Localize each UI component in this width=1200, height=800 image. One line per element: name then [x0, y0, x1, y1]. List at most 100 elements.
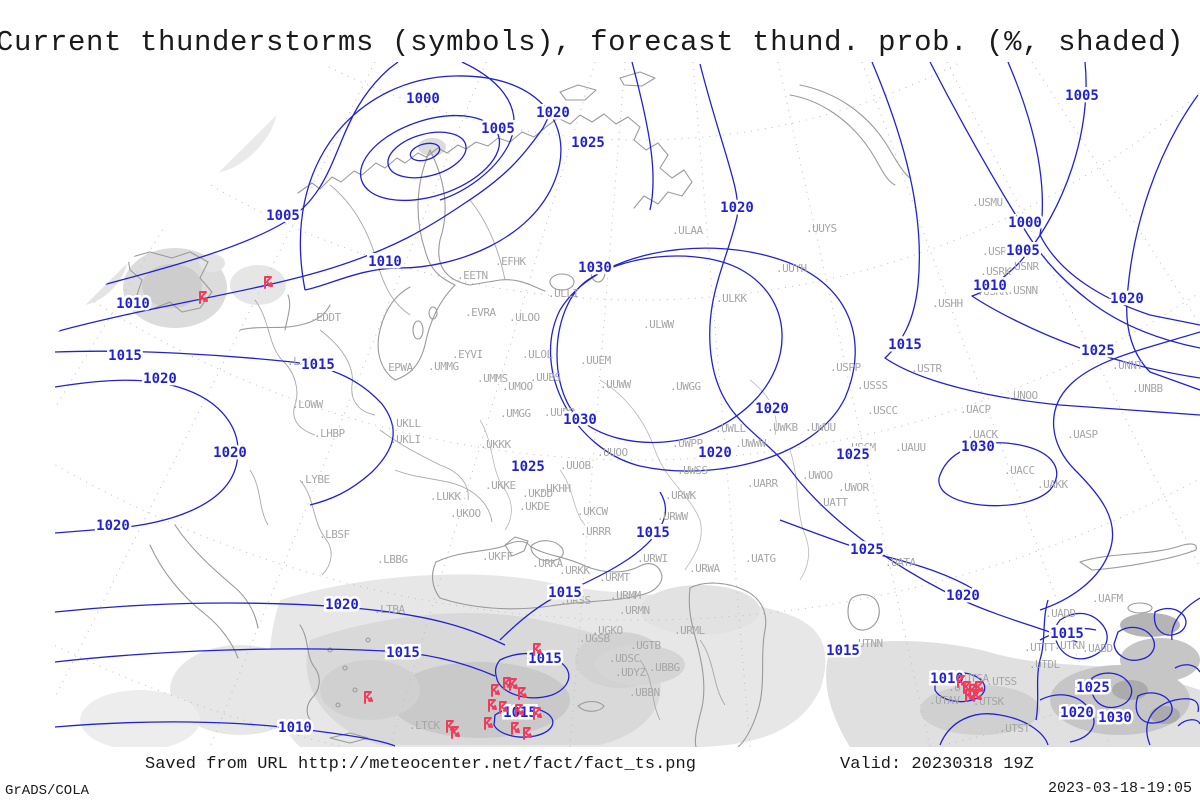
isobar-label: 1020: [96, 518, 130, 534]
station-label: .USHH: [932, 297, 963, 310]
saved-from-url-text: Saved from URL http://meteocenter.net/fa…: [145, 755, 696, 774]
station-label: .ULOL: [522, 348, 553, 361]
generation-timestamp: 2023-03-18-19:05: [1047, 780, 1192, 797]
station-label: .USCM: [845, 441, 876, 454]
isobar-label: 1000: [1008, 215, 1042, 231]
station-label: .UUBP: [544, 406, 575, 419]
station-label: .UATA: [885, 556, 916, 569]
station-label: .UTTT: [1024, 641, 1055, 654]
station-label: .UKLL: [390, 417, 421, 430]
station-label: .LOWW: [292, 398, 323, 411]
station-label: .URSS: [560, 594, 591, 607]
isobar-label: 1030: [563, 412, 597, 428]
station-label: .UUEM: [580, 354, 611, 367]
isobar-label: 1015: [108, 348, 142, 364]
station-label: .LHBP: [314, 427, 345, 440]
thunderstorm-symbol: [523, 727, 532, 740]
station-label: .UMMG: [428, 360, 459, 373]
thunderstorm-symbol: [515, 704, 524, 717]
coastline-layer: [127, 71, 1197, 747]
station-label: .UWOR: [838, 481, 869, 494]
isobar-label: 1020: [325, 597, 359, 613]
isobar-label: 1025: [511, 459, 545, 475]
station-label: .LKPR: [287, 355, 318, 368]
station-label: .ULAA: [672, 224, 703, 237]
station-label: .UARR: [747, 477, 778, 490]
isobar-label: 1020: [536, 105, 570, 121]
thunderstorm-symbol: [488, 699, 497, 712]
station-label: .UTDL: [1029, 658, 1060, 671]
station-label: .UKHH: [540, 482, 571, 495]
thunderstorm-symbol: [509, 678, 518, 691]
station-label: .EDDT: [310, 311, 341, 324]
isobar-label: 1010: [930, 671, 964, 687]
isobar-label: 1030: [961, 439, 995, 455]
station-label: .UKDE: [519, 500, 550, 513]
thunderstorm-symbol: [965, 689, 974, 702]
station-label: .UASP: [1067, 428, 1098, 441]
station-label: .URWI: [637, 552, 668, 565]
station-label: .USRO: [982, 245, 1013, 258]
station-label: .ULKK: [716, 292, 747, 305]
isobar-label: 1015: [528, 651, 562, 667]
thunderstorm-symbol: [511, 722, 520, 735]
station-label: .URWK: [665, 489, 696, 502]
isobar-label: 1020: [755, 401, 789, 417]
station-label: .UGSB: [579, 632, 610, 645]
isobar-label: 1015: [888, 337, 922, 353]
isobar-label: 1030: [578, 260, 612, 276]
station-label: .UATT: [817, 496, 848, 509]
isobar-label: 1020: [720, 200, 754, 216]
isobar-label: 1020: [1060, 705, 1094, 721]
isobar-label: 1005: [266, 208, 300, 224]
station-label: .UBBN: [629, 686, 660, 699]
isobar-label: 1010: [973, 278, 1007, 294]
station-label: .UNNT: [1112, 359, 1143, 372]
isobar-label: 1020: [143, 371, 177, 387]
isobar-label: 1020: [1110, 291, 1144, 307]
isobar-layer: [55, 62, 1200, 747]
station-label: .URML: [674, 624, 705, 637]
station-label: .URRR: [580, 525, 611, 538]
station-label: .UNBB: [1132, 382, 1163, 395]
station-label: .UMMS: [477, 372, 508, 385]
station-label: .EYVI: [452, 348, 483, 361]
isobar-label: 1025: [850, 542, 884, 558]
isobar-label: 1015: [826, 643, 860, 659]
station-label: .UKOO: [450, 507, 481, 520]
station-label: .UWOO: [802, 469, 833, 482]
station-label: .UACP: [960, 403, 991, 416]
station-label: .URWW: [657, 510, 688, 523]
station-label: .UATG: [745, 552, 776, 565]
station-label: .UMGG: [500, 407, 531, 420]
thunderstorm-symbol: [533, 643, 542, 656]
station-label: .UDYZ: [615, 666, 646, 679]
station-label: .UWUU: [805, 421, 836, 434]
isobar-label: 1010: [368, 254, 402, 270]
thunderstorm-symbol: [518, 687, 527, 700]
station-label: .UAKK: [1037, 478, 1068, 491]
station-label: .USRR: [977, 285, 1008, 298]
station-label: .LYBE: [299, 473, 330, 486]
station-label: .ULLI: [548, 287, 579, 300]
station-label: .URMT: [599, 571, 630, 584]
station-label: .UTKN: [1054, 639, 1085, 652]
station-label: .EVRA: [465, 306, 496, 319]
station-label: .UGKO: [592, 624, 623, 637]
station-label: .UNOO: [1007, 389, 1038, 402]
isobar-label: 1000: [406, 91, 440, 107]
station-label: .USRK: [980, 265, 1011, 278]
station-label: .UKKE: [485, 479, 516, 492]
station-label: .URKK: [559, 564, 590, 577]
isobar-label: 1010: [116, 296, 150, 312]
thunderstorm-symbol: [451, 726, 460, 739]
station-label: .UWKB: [767, 421, 798, 434]
isobar-label: 1015: [386, 645, 420, 661]
isobar-label: 1005: [481, 121, 515, 137]
station-label: .UWWW: [735, 437, 766, 450]
isobar-label: 1020: [946, 588, 980, 604]
isobar-label: 1015: [636, 525, 670, 541]
